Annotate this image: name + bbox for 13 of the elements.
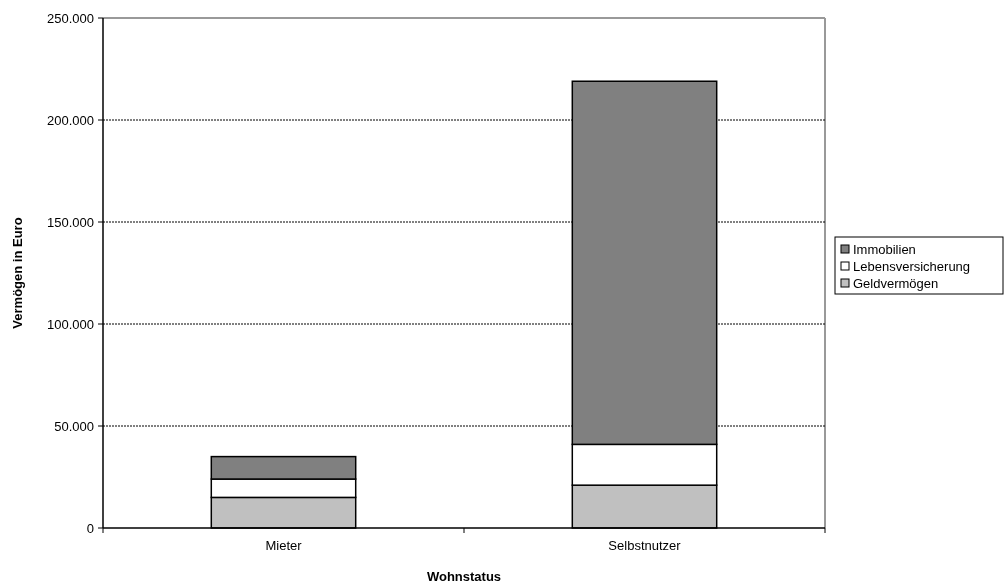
x-tick-label: Selbstnutzer xyxy=(608,538,682,553)
y-tick-label: 50.000 xyxy=(54,418,94,434)
y-tick-label: 100.000 xyxy=(47,316,94,332)
x-axis-title: Wohnstatus xyxy=(426,569,502,584)
x-tick-label: Mieter xyxy=(265,538,303,553)
y-axis-title: Vermögen in Euro xyxy=(10,217,25,329)
y-tick-label: 0 xyxy=(86,520,94,536)
y-tick-label: 150.000 xyxy=(47,214,94,230)
y-tick-label: 200.000 xyxy=(47,112,94,128)
legend-label: Geldvermögen xyxy=(853,275,939,291)
legend-label: Immobilien xyxy=(853,241,916,257)
legend-label: Lebensversicherung xyxy=(853,258,971,274)
y-tick-label: 250.000 xyxy=(47,10,94,26)
